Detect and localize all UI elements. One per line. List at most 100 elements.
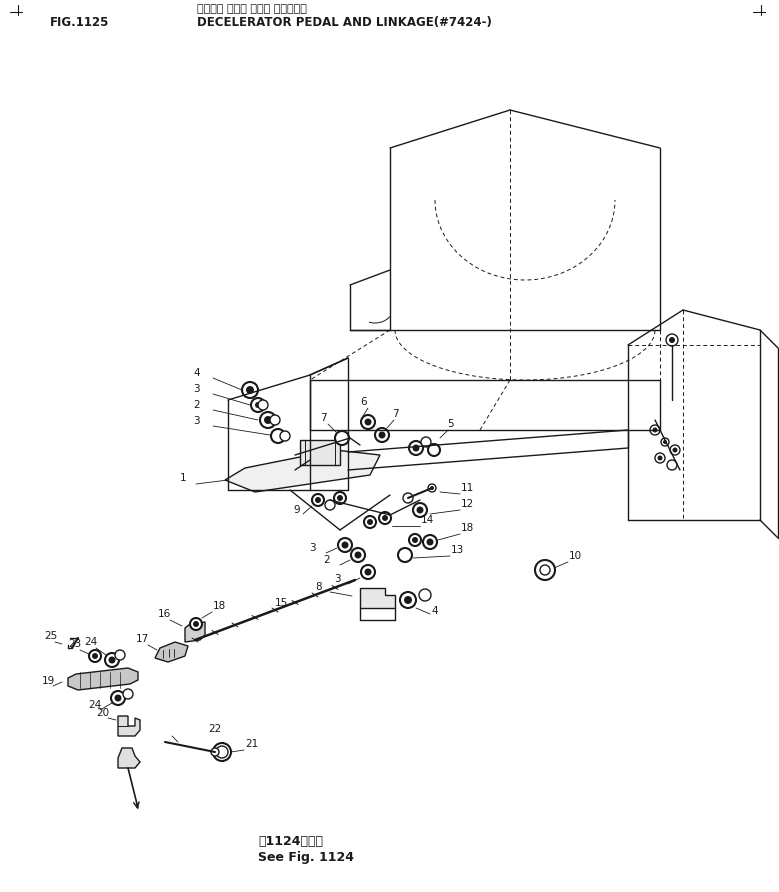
Circle shape: [540, 565, 550, 575]
Circle shape: [251, 398, 265, 412]
Text: 7: 7: [392, 409, 399, 419]
Circle shape: [412, 537, 418, 543]
Circle shape: [341, 541, 348, 549]
Text: 21: 21: [245, 739, 259, 749]
Circle shape: [367, 519, 373, 525]
Text: デクセル ペダル および リンケージ: デクセル ペダル および リンケージ: [197, 4, 307, 14]
Circle shape: [653, 427, 657, 433]
Polygon shape: [300, 440, 340, 465]
Text: 9: 9: [293, 505, 300, 515]
Polygon shape: [118, 748, 140, 768]
Text: 12: 12: [461, 499, 474, 509]
Circle shape: [670, 445, 680, 455]
Text: 6: 6: [360, 397, 367, 407]
Circle shape: [409, 534, 421, 546]
Circle shape: [535, 560, 555, 580]
Circle shape: [375, 428, 389, 442]
Circle shape: [419, 589, 431, 601]
Circle shape: [400, 592, 416, 608]
Text: 3: 3: [193, 384, 199, 394]
Circle shape: [270, 415, 280, 425]
Circle shape: [661, 438, 669, 446]
Text: 7: 7: [320, 413, 326, 423]
Text: 3: 3: [309, 543, 315, 553]
Text: 17: 17: [136, 634, 150, 644]
Circle shape: [423, 535, 437, 549]
Text: 11: 11: [461, 483, 474, 493]
Circle shape: [271, 429, 285, 443]
Circle shape: [217, 747, 227, 756]
Circle shape: [361, 415, 375, 429]
Circle shape: [655, 453, 665, 463]
Polygon shape: [360, 588, 395, 608]
Text: 2: 2: [193, 400, 199, 410]
Circle shape: [315, 497, 321, 503]
Circle shape: [365, 568, 372, 575]
Text: 24: 24: [84, 637, 97, 647]
Circle shape: [123, 689, 133, 699]
Circle shape: [213, 743, 231, 761]
Text: 19: 19: [42, 676, 55, 686]
Circle shape: [430, 486, 434, 490]
Circle shape: [404, 596, 412, 604]
Text: 2: 2: [323, 555, 330, 565]
Text: 4: 4: [431, 606, 438, 616]
Text: See Fig. 1124: See Fig. 1124: [258, 851, 354, 864]
Circle shape: [379, 432, 386, 439]
Circle shape: [666, 334, 678, 346]
Text: 8: 8: [315, 582, 322, 592]
Circle shape: [264, 416, 272, 424]
Circle shape: [351, 548, 365, 562]
Polygon shape: [118, 716, 140, 736]
Text: 18: 18: [213, 601, 226, 611]
Circle shape: [403, 493, 413, 503]
Circle shape: [428, 444, 440, 456]
Text: 23: 23: [68, 639, 81, 649]
Text: 25: 25: [44, 631, 57, 641]
Circle shape: [428, 484, 436, 492]
Circle shape: [89, 650, 101, 662]
Circle shape: [111, 691, 125, 705]
Circle shape: [242, 382, 258, 398]
Circle shape: [364, 516, 376, 528]
Circle shape: [669, 337, 675, 343]
Circle shape: [667, 460, 677, 470]
Polygon shape: [225, 450, 380, 492]
Circle shape: [657, 456, 662, 460]
Text: DECELERATOR PEDAL AND LINKAGE(#7424-): DECELERATOR PEDAL AND LINKAGE(#7424-): [197, 16, 492, 29]
Polygon shape: [155, 642, 188, 662]
Circle shape: [335, 431, 349, 445]
Text: FIG.1125: FIG.1125: [50, 16, 109, 29]
Circle shape: [413, 503, 427, 517]
Circle shape: [92, 653, 98, 659]
Text: 22: 22: [208, 724, 221, 734]
Circle shape: [211, 748, 219, 756]
Circle shape: [246, 386, 254, 394]
Circle shape: [258, 400, 268, 410]
Text: 3: 3: [334, 574, 340, 584]
Circle shape: [325, 500, 335, 510]
Text: 15: 15: [275, 598, 288, 608]
Circle shape: [337, 495, 343, 501]
Text: 第1124図参照: 第1124図参照: [258, 835, 323, 848]
Circle shape: [361, 565, 375, 579]
Circle shape: [338, 538, 352, 552]
Circle shape: [216, 746, 228, 758]
Circle shape: [398, 548, 412, 562]
Circle shape: [255, 402, 261, 408]
Text: 5: 5: [447, 419, 453, 429]
Circle shape: [260, 412, 276, 428]
Text: 10: 10: [569, 551, 582, 561]
Circle shape: [190, 618, 202, 630]
Text: 14: 14: [421, 515, 434, 525]
Polygon shape: [185, 622, 205, 642]
Circle shape: [108, 657, 115, 664]
Polygon shape: [68, 668, 138, 690]
Circle shape: [650, 425, 660, 435]
Text: 1: 1: [180, 473, 187, 483]
Text: 3: 3: [193, 416, 199, 426]
Text: 20: 20: [96, 708, 109, 718]
Circle shape: [413, 444, 420, 451]
Text: 24: 24: [88, 700, 101, 710]
Circle shape: [115, 650, 125, 660]
